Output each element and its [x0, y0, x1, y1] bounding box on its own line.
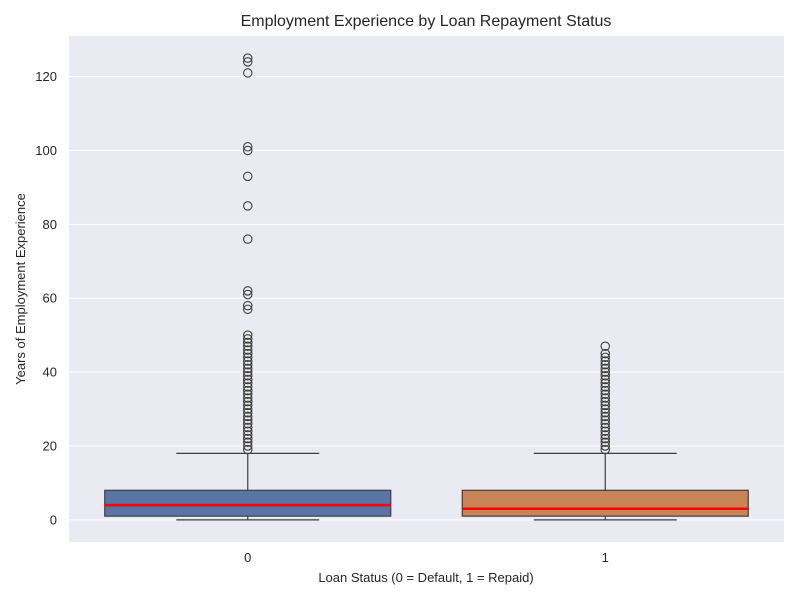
- outlier-point: [600, 441, 610, 451]
- outlier-point: [600, 382, 610, 392]
- outlier-point: [243, 334, 253, 344]
- x-tick-label: 1: [602, 550, 609, 565]
- box-group-1: [461, 341, 749, 521]
- y-tick-label: 60: [43, 291, 57, 306]
- outlier-point: [243, 367, 253, 377]
- outlier-point: [243, 142, 253, 152]
- outlier-point: [243, 411, 253, 422]
- outlier-point: [243, 415, 253, 425]
- x-tick-label: 0: [244, 550, 251, 565]
- outlier-point: [600, 359, 610, 370]
- outlier-point: [600, 419, 610, 429]
- outlier-point: [600, 352, 610, 363]
- outlier-point: [243, 378, 253, 388]
- outlier-point: [600, 378, 610, 388]
- outlier-point: [243, 53, 253, 63]
- iqr-box: [104, 489, 392, 517]
- outlier-point: [243, 419, 253, 429]
- outlier-point: [600, 389, 610, 400]
- outlier-point: [600, 393, 610, 403]
- outlier-point: [243, 352, 253, 363]
- outlier-point: [243, 404, 253, 414]
- outlier-point: [600, 426, 610, 436]
- outlier-point: [243, 382, 253, 392]
- outlier-point: [600, 415, 610, 425]
- y-axis-ticks: 0 20 40 60 80 100 120: [35, 69, 57, 527]
- outlier-point: [600, 385, 610, 396]
- outlier-point: [600, 411, 610, 422]
- outlier-point: [243, 356, 253, 366]
- y-tick-label: 80: [43, 217, 57, 232]
- outlier-point: [243, 304, 253, 315]
- outlier-point: [243, 363, 253, 374]
- outlier-point: [243, 407, 253, 418]
- y-tick-label: 100: [35, 143, 57, 158]
- x-axis-label: Loan Status (0 = Default, 1 = Repaid): [318, 570, 533, 585]
- outlier-point: [600, 356, 610, 366]
- outlier-point: [243, 286, 253, 296]
- outlier-point: [243, 371, 253, 381]
- outlier-point: [243, 374, 253, 385]
- outlier-point: [600, 444, 610, 455]
- outlier-point: [243, 57, 253, 67]
- iqr-box: [461, 489, 749, 517]
- outlier-point: [243, 444, 253, 455]
- outlier-point: [600, 363, 610, 374]
- outlier-point: [600, 367, 610, 377]
- outlier-point: [600, 371, 610, 381]
- outlier-point: [600, 348, 610, 359]
- y-axis-label: Years of Employment Experience: [13, 193, 28, 385]
- outlier-point: [243, 400, 253, 411]
- box-series: [104, 53, 749, 521]
- outlier-point: [243, 341, 253, 351]
- outlier-point: [243, 437, 253, 448]
- outlier-point: [243, 201, 253, 211]
- outlier-point: [243, 345, 253, 355]
- outlier-point: [243, 337, 253, 348]
- outlier-point: [243, 300, 253, 311]
- outlier-point: [243, 393, 253, 403]
- outlier-point: [600, 404, 610, 414]
- chart-title: Employment Experience by Loan Repayment …: [241, 13, 612, 30]
- outlier-point: [600, 341, 610, 351]
- outlier-point: [600, 422, 610, 433]
- outlier-point: [243, 426, 253, 436]
- outlier-point: [243, 441, 253, 451]
- grid-lines: [69, 76, 784, 521]
- outlier-point: [600, 400, 610, 411]
- outlier-point: [243, 389, 253, 400]
- outlier-point: [243, 433, 253, 444]
- outlier-point: [243, 289, 253, 300]
- outlier-point: [600, 396, 610, 407]
- outlier-point: [243, 68, 253, 78]
- outlier-point: [600, 433, 610, 444]
- outlier-point: [243, 422, 253, 433]
- y-tick-label: 120: [35, 69, 57, 84]
- outlier-point: [243, 145, 253, 156]
- outlier-point: [243, 234, 253, 244]
- y-tick-label: 40: [43, 365, 57, 380]
- outlier-point: [243, 359, 253, 370]
- outlier-point: [243, 348, 253, 359]
- box-group-0: [104, 53, 392, 521]
- outlier-point: [243, 396, 253, 407]
- y-tick-label: 20: [43, 438, 57, 453]
- outlier-point: [600, 430, 610, 440]
- outlier-point: [243, 430, 253, 440]
- outlier-point: [243, 385, 253, 396]
- plot-area: [69, 36, 784, 542]
- outlier-point: [243, 330, 253, 340]
- outlier-point: [600, 407, 610, 418]
- outlier-point: [600, 437, 610, 448]
- outlier-point: [243, 171, 253, 182]
- outlier-point: [600, 374, 610, 385]
- y-tick-label: 0: [50, 512, 57, 527]
